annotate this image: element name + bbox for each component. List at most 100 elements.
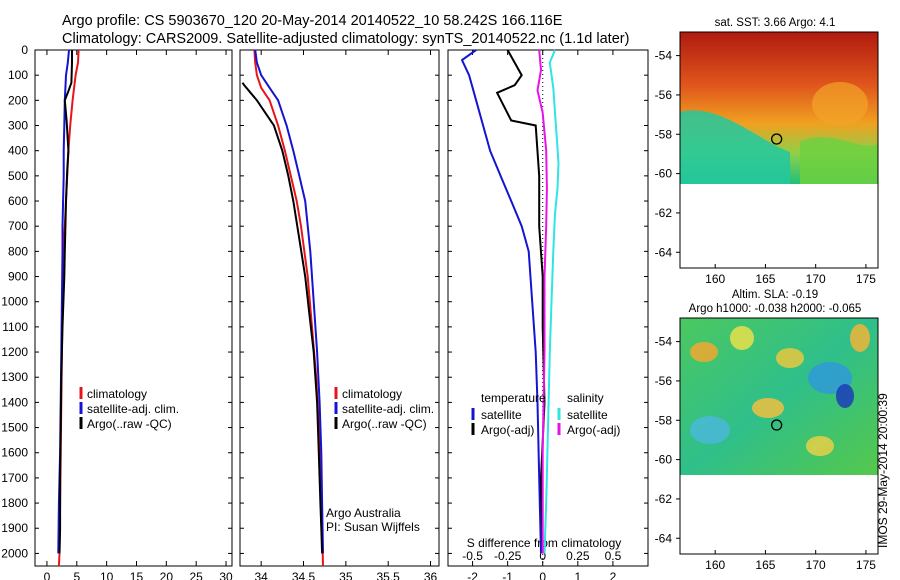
anomaly-blob (806, 436, 834, 456)
map-x-tick-label: 160 (705, 272, 725, 286)
anomaly-blob (690, 342, 718, 362)
y-tick-label: 100 (8, 68, 28, 82)
map-title: Argo h1000: -0.038 h2000: -0.065 (689, 303, 862, 315)
figure-title: Argo profile: CS 5903670_120 20-May-2014… (62, 12, 662, 48)
y-tick-label: 1000 (1, 295, 28, 309)
top-tick-label: 0.25 (566, 549, 590, 563)
legend-label: satellite-adj. clim. (87, 402, 179, 416)
y-tick-label: 300 (8, 119, 28, 133)
y-tick-label: 200 (8, 93, 28, 107)
map-x-tick-label: 165 (755, 272, 775, 286)
title-line-2: Climatology: CARS2009. Satellite-adjuste… (62, 31, 630, 47)
y-tick-label: 1500 (1, 421, 28, 435)
anomaly-blob (730, 326, 754, 350)
anomaly-blob (850, 324, 870, 352)
legend-group-heading: temperature (481, 391, 546, 405)
x-tick-label: 0 (44, 570, 51, 580)
x-tick-label: 10 (100, 570, 114, 580)
y-tick-label: 1700 (1, 471, 28, 485)
x-tick-label: 35 (339, 570, 353, 580)
x-tick-label: 36 (424, 570, 438, 580)
series-line-salinity-argo-adj- (536, 49, 548, 554)
y-tick-label: 700 (8, 219, 28, 233)
y-tick-label: 1400 (1, 395, 28, 409)
annotation-text: PI: Susan Wijffels (326, 520, 420, 534)
top-tick-label: 0.5 (605, 549, 622, 563)
y-tick-label: 600 (8, 194, 28, 208)
map-x-tick-label: 165 (755, 558, 775, 572)
map-x-tick-label: 175 (856, 272, 876, 286)
top-tick-label: -0.5 (462, 549, 483, 563)
map-y-tick-label: -54 (655, 49, 673, 63)
plot-frame (239, 49, 440, 567)
x-tick-label: 15 (130, 570, 144, 580)
map-y-tick-label: -60 (655, 453, 673, 467)
y-tick-label: 800 (8, 244, 28, 258)
anomaly-blob (752, 398, 784, 418)
y-tick-label: 1600 (1, 446, 28, 460)
anomaly-blob (776, 348, 804, 368)
x-tick-label: 30 (219, 570, 233, 580)
legend-label: Argo(-adj) (567, 423, 620, 437)
series-line-argo-raw-qc- (58, 50, 73, 554)
top-tick-label: -0.25 (494, 549, 522, 563)
x-tick-label: 34 (254, 570, 268, 580)
map-y-tick-label: -56 (655, 88, 673, 102)
annotation-text: Argo Australia (326, 506, 401, 520)
profile-panel-1: 0 5 10 15 20 25 300100200300400500600700800900… (1, 43, 233, 580)
legend-label: satellite (567, 408, 608, 422)
map-y-tick-label: -56 (655, 374, 673, 388)
x-tick-label: 34.5 (292, 570, 316, 580)
profile-panel-2: 3434.53535.536salinityclimatologysatelli… (239, 49, 440, 580)
legend-label: Argo(..raw -QC) (342, 417, 427, 431)
map-y-tick-label: -64 (655, 245, 673, 259)
map-panel-1: -54 -56 -58 -60 -62 -64 160 165 170 175 sat. SST: … (655, 17, 879, 286)
eddy-feature (812, 82, 868, 126)
x-tick-label: 5 (73, 570, 80, 580)
y-tick-label: 1100 (2, 320, 28, 334)
map-y-tick-label: -54 (655, 335, 673, 349)
map-x-tick-label: 170 (806, 558, 826, 572)
map-y-tick-label: -60 (655, 167, 673, 181)
legend-label: Argo(..raw -QC) (87, 417, 172, 431)
y-tick-label: 2000 (1, 546, 28, 560)
timestamp-stamp: IMOS 29-May-2014 20:00:39 (876, 393, 890, 548)
x-tick-label: 0 (539, 570, 546, 580)
map-x-tick-label: 160 (705, 558, 725, 572)
map-frame (679, 31, 879, 269)
map-title: sat. SST: 3.66 Argo: 4.1 (715, 17, 836, 29)
x-tick-label: 25 (190, 570, 204, 580)
legend-label: satellite-adj. clim. (342, 402, 434, 416)
y-tick-label: 1300 (1, 370, 28, 384)
x-tick-label: -1 (502, 570, 513, 580)
y-tick-label: 0 (21, 43, 28, 57)
anomaly-blob (690, 416, 730, 444)
series-line-satellite-adj-clim- (254, 49, 324, 554)
cold-water-region (680, 110, 790, 184)
title-line-1: Argo profile: CS 5903670_120 20-May-2014… (62, 13, 563, 29)
map-x-tick-label: 175 (856, 558, 876, 572)
legend-label: climatology (87, 387, 147, 401)
y-tick-label: 1800 (1, 496, 28, 510)
map-x-tick-label: 170 (806, 272, 826, 286)
series-line-temperature-satellite (460, 49, 542, 554)
front-region (800, 137, 878, 184)
y-tick-label: 1200 (1, 345, 28, 359)
top-tick-label: 0 (539, 549, 546, 563)
y-tick-label: 400 (8, 144, 28, 158)
anomaly-blob (836, 384, 854, 408)
series-line-argo-raw-qc- (241, 82, 324, 554)
map-y-tick-label: -62 (655, 206, 673, 220)
map-panel-2: -54 -56 -58 -60 -62 -64 160 165 170 175 Altim. SLA… (655, 289, 879, 572)
map-y-tick-label: -64 (655, 531, 673, 545)
legend-label: satellite (481, 408, 522, 422)
map-frame (679, 317, 879, 555)
y-tick-label: 900 (8, 270, 28, 284)
argo-location-marker (770, 133, 783, 145)
y-tick-label: 1900 (1, 521, 28, 535)
x-tick-label: 2 (610, 570, 617, 580)
series-line-salinity-satellite (543, 49, 560, 554)
legend-label: Argo(-adj) (481, 423, 534, 437)
map-title: Altim. SLA: -0.19 (732, 289, 818, 301)
